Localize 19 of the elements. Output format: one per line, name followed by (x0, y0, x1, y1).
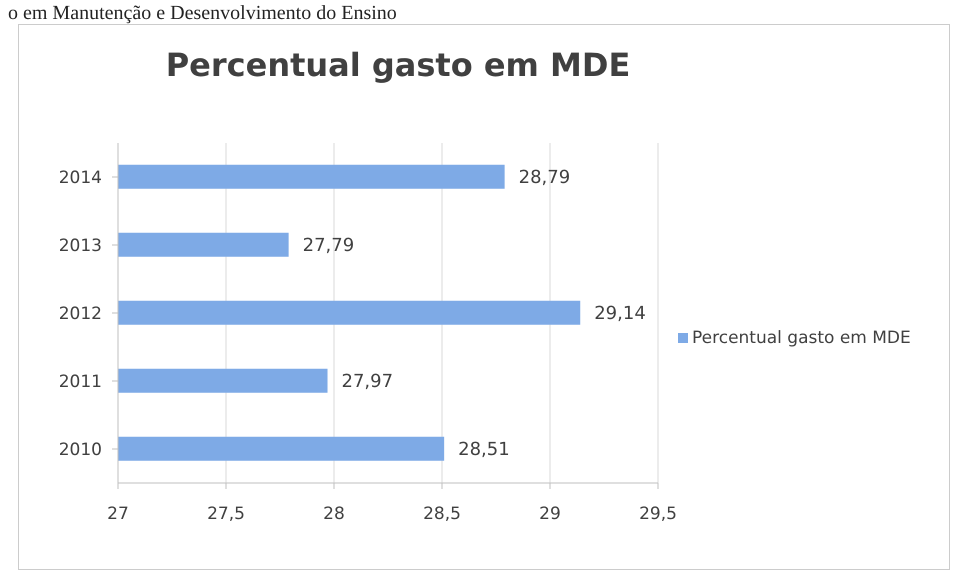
data-label: 28,79 (518, 167, 570, 188)
legend-label: Percentual gasto em MDE (692, 328, 911, 348)
y-tick-label: 2013 (58, 236, 102, 256)
text: o em Manutenção e Desenvolvimento do Ensino (8, 2, 397, 25)
x-tick-label: 29 (539, 504, 561, 524)
chart-title: Percentual gasto em MDE (164, 46, 632, 84)
x-tick-label: 27 (107, 504, 129, 524)
x-tick-label: 29,5 (639, 504, 677, 524)
x-tick-label: 28,5 (423, 504, 461, 524)
data-label: 28,51 (458, 439, 510, 460)
y-tick-label: 2012 (58, 304, 102, 324)
x-tick-label: 27,5 (207, 504, 245, 524)
data-label: 27,97 (342, 371, 394, 392)
x-tick-label: 28 (323, 504, 345, 524)
y-tick-label: 2011 (58, 372, 102, 392)
y-tick-label: 2014 (58, 168, 102, 188)
data-label: 29,14 (594, 303, 646, 324)
y-tick-label: 2010 (58, 440, 102, 460)
data-label: 27,79 (302, 235, 354, 256)
